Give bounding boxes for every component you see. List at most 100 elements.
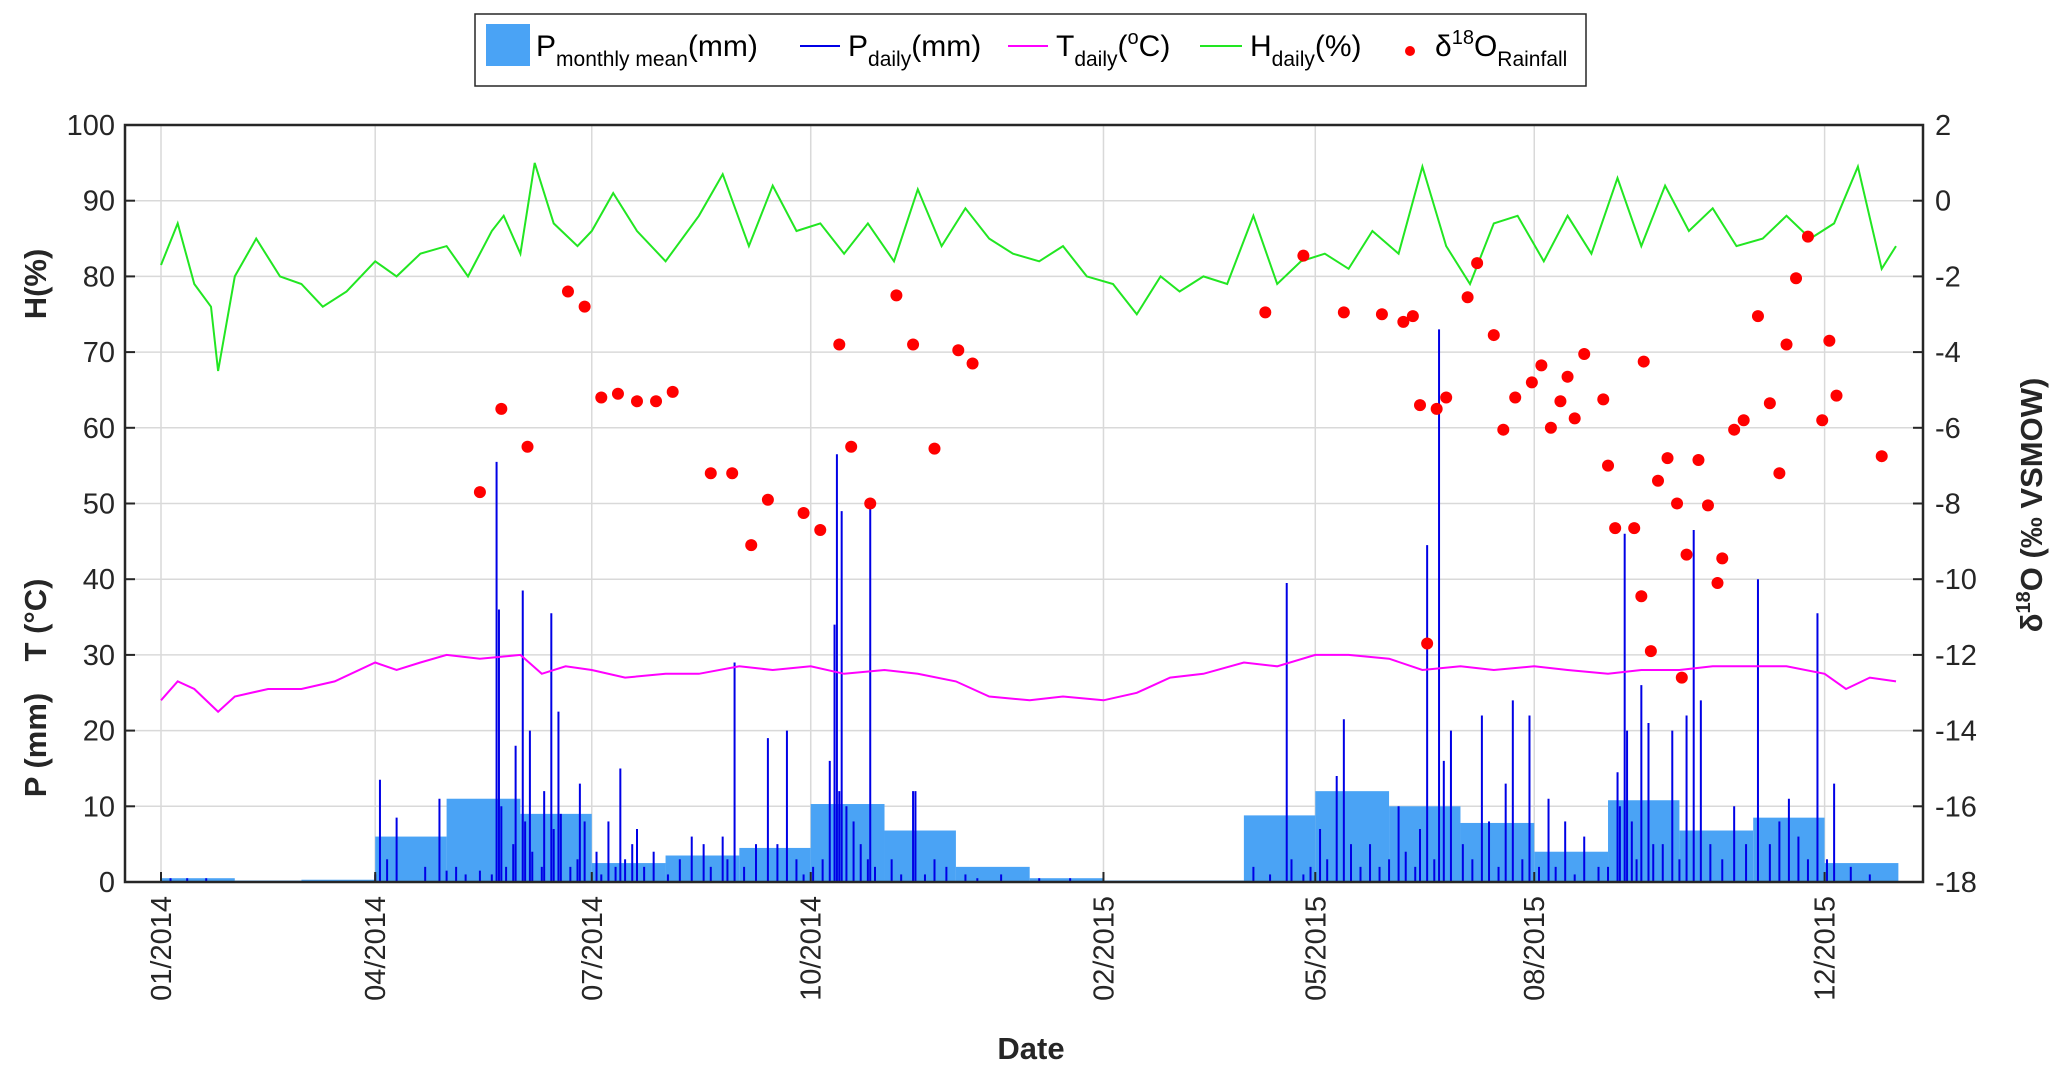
d18o-point (952, 344, 965, 357)
x-axis-label: Date (997, 1031, 1064, 1066)
y-axis-label-p: P (mm) (18, 693, 53, 798)
d18o-point (1780, 338, 1793, 351)
d18o-points (473, 230, 1888, 684)
y-tick-label-right: -16 (1935, 791, 1977, 823)
d18o-point (1397, 315, 1410, 328)
d18o-point (907, 338, 920, 351)
x-tick-label: 02/2015 (1088, 896, 1120, 1001)
d18o-point (1414, 399, 1427, 412)
d18o-point (704, 467, 717, 480)
d18o-point (1644, 645, 1657, 658)
y-tick-label-right: 0 (1935, 186, 1951, 218)
x-tick-label: 01/2014 (146, 896, 178, 1001)
y-tick-label-right: -4 (1935, 337, 1961, 369)
d18o-point (1609, 522, 1622, 535)
d18o-point (845, 440, 858, 453)
d18o-point (1830, 389, 1843, 402)
d18o-point (1737, 414, 1750, 427)
y-tick-label-right: -14 (1935, 716, 1977, 748)
x-tick-label: 10/2014 (796, 896, 828, 1001)
d18o-point (611, 387, 624, 400)
d18o-point (1701, 499, 1714, 512)
x-tick-label: 07/2014 (577, 896, 609, 1001)
d18o-point (1337, 306, 1350, 319)
y-axis-label-h: H(%) (18, 249, 53, 320)
y-tick-label-left: 10 (83, 791, 115, 823)
d18o-point (1259, 306, 1272, 319)
bar-monthly-mean (375, 836, 447, 882)
y-tick-label-left: 30 (83, 640, 115, 672)
daily-precip-stems (169, 329, 1871, 882)
d18o-point (890, 289, 903, 302)
y-tick-label-right: -8 (1935, 489, 1961, 521)
d18o-point (966, 357, 979, 370)
bar-monthly-mean (1679, 830, 1754, 882)
y-tick-label-left: 90 (83, 186, 115, 218)
legend-swatch-monthly-mean (486, 24, 530, 66)
d18o-point (797, 506, 810, 519)
humidity-line (160, 162, 1897, 372)
bar-monthly-mean (161, 878, 235, 882)
d18o-point (814, 523, 827, 536)
y-tick-label-right: 2 (1935, 110, 1951, 142)
d18o-point (495, 402, 508, 415)
d18o-point (1440, 391, 1453, 404)
y-tick-label-right: -10 (1935, 564, 1977, 596)
y-axis-label-right: δ18O (‰ VSMOW) (2013, 378, 2049, 633)
axis-ticks: 0102030405060708090100-18-16-14-12-10-8-… (67, 110, 1977, 1001)
d18o-point (1652, 474, 1665, 487)
y-tick-label-right: -2 (1935, 261, 1961, 293)
d18o-point (1875, 450, 1888, 463)
d18o-point (1509, 391, 1522, 404)
bar-monthly-mean (955, 866, 1030, 882)
bar-monthly-mean (1243, 815, 1316, 882)
y-tick-label-right: -18 (1935, 867, 1977, 899)
x-tick-label: 05/2015 (1300, 896, 1332, 1001)
d18o-point (1497, 423, 1510, 436)
d18o-point (1661, 452, 1674, 465)
y-tick-label-right: -6 (1935, 413, 1961, 445)
x-tick-label: 12/2015 (1810, 896, 1842, 1001)
d18o-point (745, 539, 758, 552)
d18o-point (1711, 576, 1724, 589)
d18o-point (1554, 395, 1567, 408)
d18o-point (1535, 359, 1548, 372)
d18o-point (1297, 249, 1310, 262)
d18o-point (1751, 310, 1764, 323)
d18o-point (1525, 376, 1538, 389)
d18o-point (1671, 497, 1684, 510)
d18o-point (1728, 423, 1741, 436)
y-tick-label-left: 70 (83, 337, 115, 369)
d18o-point (1471, 257, 1484, 270)
d18o-point (1716, 552, 1729, 565)
d18o-point (833, 338, 846, 351)
bar-monthly-mean (1534, 851, 1609, 882)
d18o-point (650, 395, 663, 408)
x-tick-label: 08/2015 (1519, 896, 1551, 1001)
d18o-point (1561, 370, 1574, 383)
d18o-point (473, 486, 486, 499)
d18o-point (726, 467, 739, 480)
bar-monthly-mean (884, 830, 956, 882)
bar-monthly-mean (446, 798, 521, 882)
d18o-point (1790, 272, 1803, 285)
legend-swatch-d18o (1405, 46, 1415, 56)
d18o-point (1823, 334, 1836, 347)
bar-monthly-mean (739, 847, 811, 882)
d18o-point (1544, 421, 1557, 434)
d18o-point (1487, 329, 1500, 342)
bar-monthly-mean (591, 863, 666, 882)
y-tick-label-right: -12 (1935, 640, 1977, 672)
y-tick-label-left: 60 (83, 413, 115, 445)
bar-monthly-mean (1389, 806, 1461, 882)
y-tick-label-left: 100 (67, 110, 115, 142)
d18o-point (521, 440, 534, 453)
d18o-point (1637, 355, 1650, 368)
d18o-point (1692, 453, 1705, 466)
d18o-point (630, 395, 643, 408)
d18o-point (1597, 393, 1610, 406)
d18o-point (1406, 310, 1419, 323)
legend: Pmonthly mean(mm) Pdaily(mm) Tdaily(oC) … (474, 13, 1587, 87)
d18o-point (578, 300, 591, 313)
d18o-point (761, 493, 774, 506)
